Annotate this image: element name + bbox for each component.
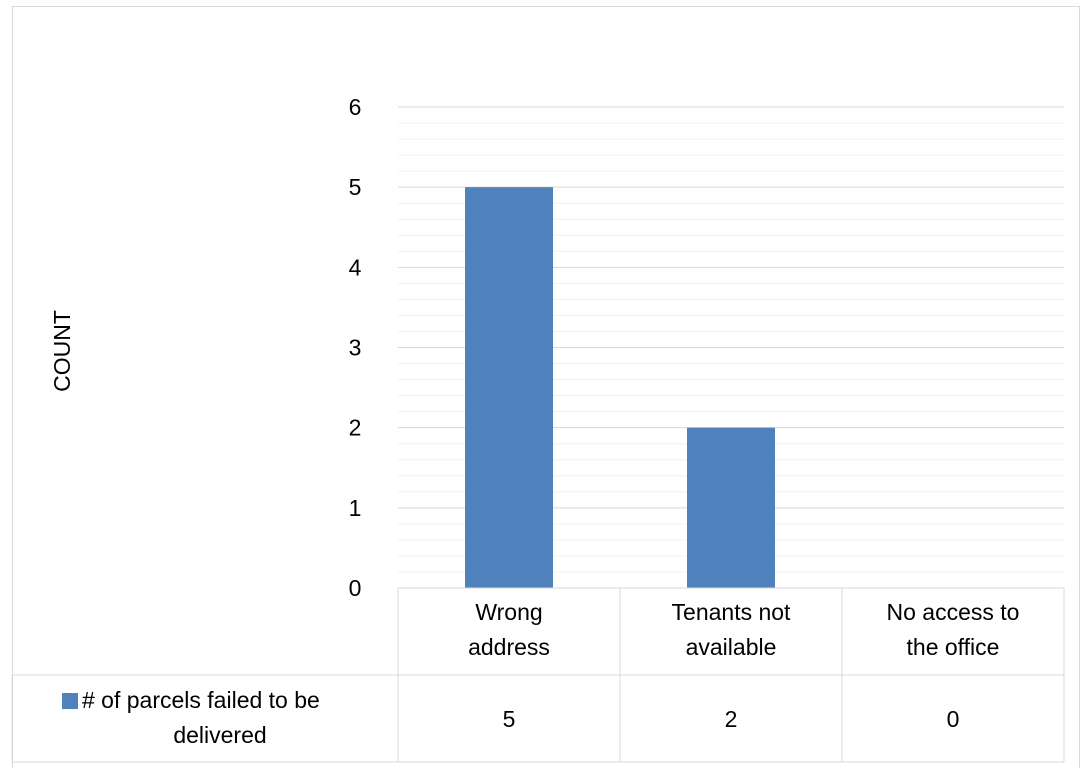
category-label: Wrong [475,599,542,625]
y-axis-label: COUNT [49,310,75,392]
y-tick-label: 0 [349,575,362,601]
bar [687,427,775,588]
y-tick-label: 3 [349,335,362,361]
legend-key [62,693,78,709]
y-axis-ticks: 0 1 2 3 4 5 6 [349,94,362,601]
series-name: delivered [173,722,266,748]
y-tick-label: 5 [349,174,362,200]
data-table-value: 2 [725,706,738,732]
y-tick-label: 1 [349,495,362,521]
category-label: Tenants not [672,599,792,625]
y-tick-label: 2 [349,415,362,441]
data-table: Wrong address Tenants not available No acces… [11,587,1065,763]
category-label: address [468,634,550,660]
bars [465,187,775,588]
category-label: available [686,634,777,660]
series-name: # of parcels failed to be [82,687,320,713]
bar [465,187,553,588]
y-tick-label: 6 [349,94,362,120]
category-label: No access to [887,599,1020,625]
y-tick-label: 4 [349,254,362,280]
data-table-value: 5 [503,706,516,732]
category-label: the office [907,634,1000,660]
data-table-value: 0 [947,706,960,732]
